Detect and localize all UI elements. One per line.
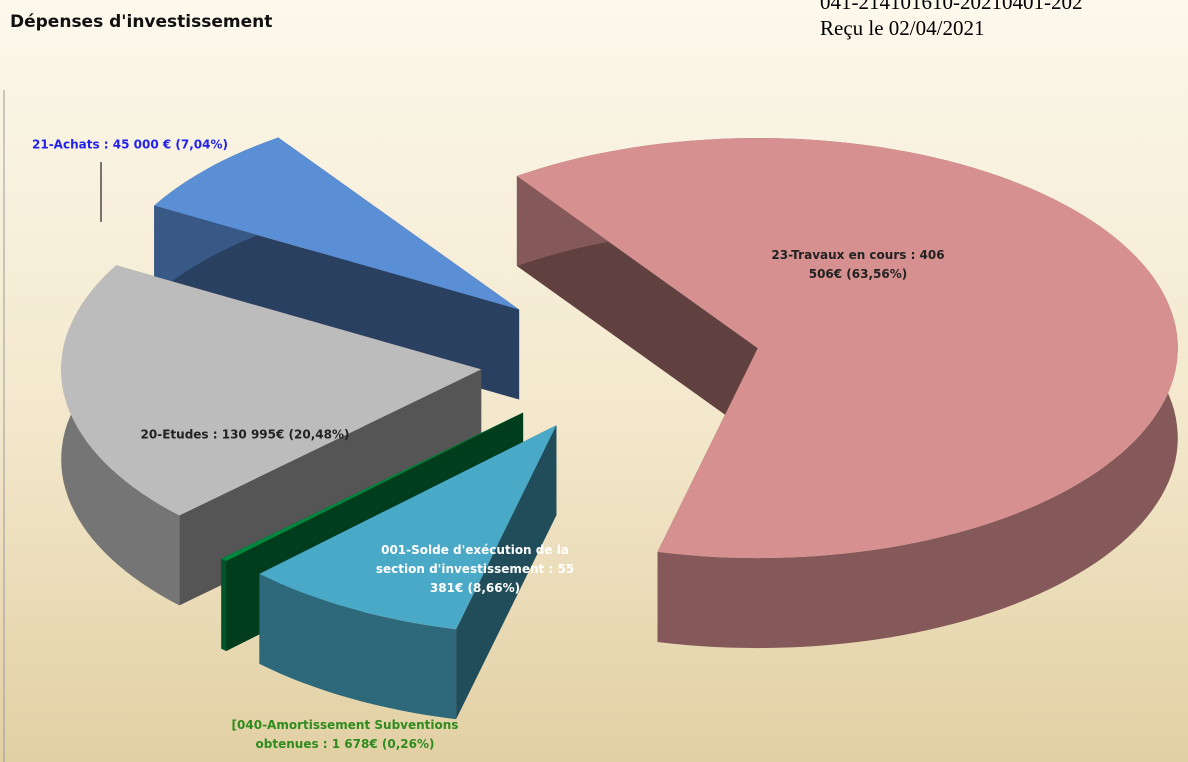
data-label: 21-Achats : 45 000 € (7,04%)	[32, 137, 228, 152]
slice	[259, 425, 557, 630]
slice-side	[154, 205, 520, 400]
data-label: 23-Travaux en cours : 406 506€ (63,56%)	[771, 247, 945, 281]
slice	[61, 265, 482, 516]
slice	[221, 412, 524, 562]
data-label: 20-Etudes : 130 995€ (20,48%)	[140, 427, 350, 442]
slice-wall	[221, 558, 227, 652]
data-label: 001-Solde d'exécution de la section d'in…	[375, 543, 575, 596]
chart-title: Dépenses d'investissement	[10, 12, 273, 32]
stamp-line: Reçu le 02/04/2021	[820, 16, 985, 40]
slice	[154, 137, 520, 310]
data-label: [040-Amortissement Subventions obtenues …	[231, 717, 459, 751]
slice	[516, 138, 1178, 559]
slice-wall	[259, 573, 457, 720]
stamp-line: 041-214101610-20210401-202	[820, 0, 1083, 14]
